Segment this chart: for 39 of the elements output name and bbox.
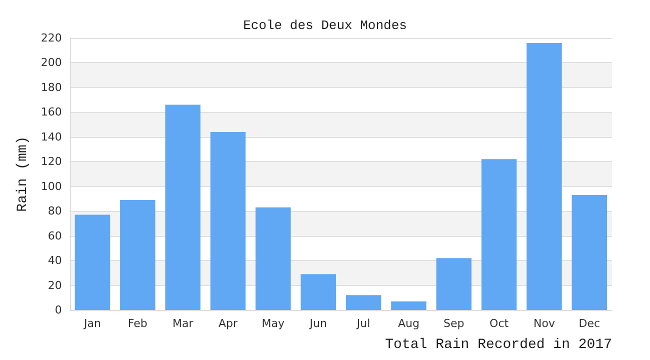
- x-tick-label: Aug: [398, 317, 420, 330]
- x-tick-label: Mar: [172, 317, 194, 330]
- x-tick-label: Jan: [83, 317, 101, 330]
- bar: [572, 195, 608, 310]
- x-tick-label: Dec: [578, 317, 600, 330]
- y-tick-label: 40: [48, 254, 62, 268]
- bar: [526, 42, 562, 310]
- y-tick-label: 140: [40, 130, 62, 144]
- bar: [346, 295, 382, 310]
- x-tick-label: Nov: [534, 317, 556, 330]
- x-tick-label: Jul: [356, 317, 370, 330]
- y-tick-label: 160: [40, 106, 62, 119]
- bar: [391, 301, 426, 310]
- x-axis-title: Total Rain Recorded in 2017: [385, 337, 612, 353]
- x-tick-label: Sep: [444, 317, 464, 330]
- y-tick-label: 220: [40, 32, 62, 44]
- y-tick-label: 60: [48, 229, 62, 242]
- bar: [74, 214, 110, 310]
- y-tick-label: 200: [40, 56, 62, 70]
- bar: [165, 104, 200, 310]
- y-tick-label: 80: [48, 204, 62, 218]
- x-tick-label: Jun: [308, 317, 327, 330]
- x-tick-label: Apr: [218, 317, 238, 330]
- y-axis-title: Rain (mm): [15, 136, 31, 212]
- x-tick-label: Feb: [128, 317, 148, 330]
- x-tick-label: Oct: [490, 317, 510, 330]
- x-tick-label: May: [262, 317, 286, 330]
- y-tick-label: 120: [40, 155, 62, 168]
- y-tick-label: 0: [54, 304, 62, 316]
- bar: [256, 207, 291, 310]
- chart-title: Ecole des Deux Mondes: [243, 18, 407, 33]
- bar: [210, 132, 246, 310]
- bar: [436, 258, 472, 310]
- y-tick-label: 20: [48, 278, 62, 292]
- bar: [300, 274, 336, 310]
- y-tick-label: 180: [40, 80, 62, 94]
- y-tick-label: 100: [40, 180, 62, 193]
- bar: [481, 159, 517, 310]
- bar: [120, 200, 156, 310]
